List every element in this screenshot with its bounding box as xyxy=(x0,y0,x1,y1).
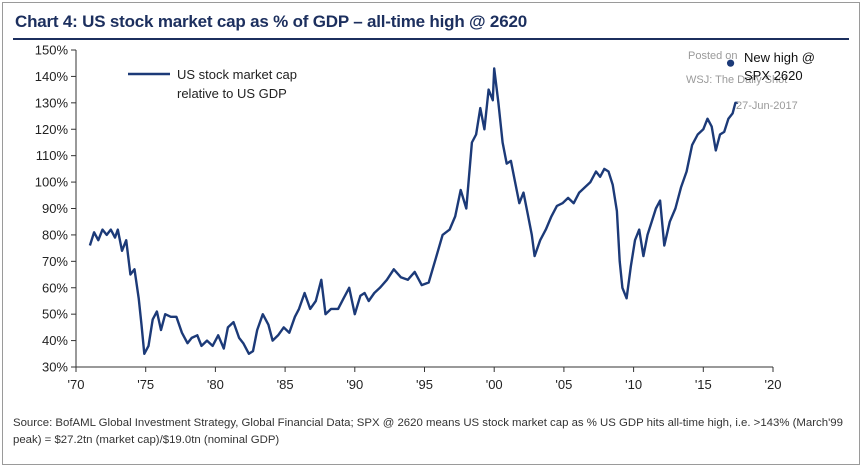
watermark-line-1: Posted on xyxy=(688,50,738,62)
x-tick-label: '70 xyxy=(68,377,85,392)
x-tick-label: '85 xyxy=(277,377,294,392)
legend-label-line-1: US stock market cap xyxy=(177,67,297,82)
y-tick-label: 120% xyxy=(35,122,69,137)
x-axis: '70 '75 '80 '85 '90 '95 '00 '05 '10 '15 '20 xyxy=(68,367,782,392)
series-line xyxy=(88,67,739,355)
x-tick-label: '95 xyxy=(416,377,433,392)
y-tick-label: 150% xyxy=(35,43,69,58)
watermark-line-2: WSJ: The Daily Shot xyxy=(686,74,787,86)
y-tick-label: 50% xyxy=(42,307,68,322)
y-tick-label: 60% xyxy=(42,280,68,295)
x-tick-label: '75 xyxy=(137,377,154,392)
y-tick-label: 30% xyxy=(42,360,68,375)
annotation-label-line-2: SPX 2620 xyxy=(744,68,803,83)
watermark: Posted on WSJ: The Daily Shot 27-Jun-201… xyxy=(686,50,798,112)
x-tick-label: '90 xyxy=(346,377,363,392)
y-axis: 30% 40% 50% 60% 70% 80% 90% 100% 110% 120% 130% 140… xyxy=(35,43,76,375)
source-note: Source: BofAML Global Investment Strateg… xyxy=(13,417,843,446)
x-tick-label: '80 xyxy=(207,377,224,392)
chart-title: Chart 4: US stock market cap as % of GDP… xyxy=(15,12,527,31)
x-tick-label: '20 xyxy=(765,377,782,392)
y-tick-label: 90% xyxy=(42,201,68,216)
watermark-line-3: 27-Jun-2017 xyxy=(736,100,798,112)
y-tick-label: 110% xyxy=(36,148,69,163)
new-high-annotation: New high @ SPX 2620 xyxy=(726,50,815,83)
title-divider xyxy=(13,38,849,40)
annotation-label-line-1: New high @ xyxy=(744,50,815,65)
x-tick-label: '15 xyxy=(695,377,712,392)
new-high-marker xyxy=(726,59,735,67)
legend: US stock market cap relative to US GDP xyxy=(128,67,297,101)
legend-label-line-2: relative to US GDP xyxy=(177,86,287,101)
x-tick-label: '10 xyxy=(625,377,642,392)
y-tick-label: 70% xyxy=(42,254,68,269)
x-tick-label: '05 xyxy=(555,377,572,392)
y-tick-label: 130% xyxy=(35,95,69,110)
y-tick-label: 140% xyxy=(35,69,69,84)
y-tick-label: 100% xyxy=(35,175,69,190)
y-tick-label: 40% xyxy=(42,333,68,348)
x-tick-label: '00 xyxy=(486,377,503,392)
y-tick-label: 80% xyxy=(42,227,68,242)
